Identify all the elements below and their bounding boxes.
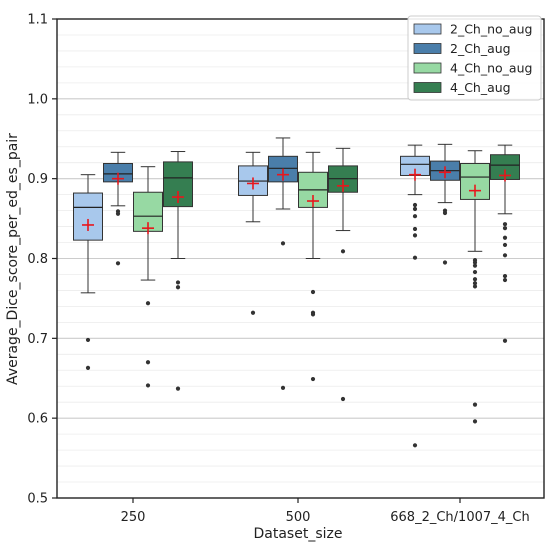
outlier-point — [502, 226, 508, 231]
outlier-point — [145, 360, 151, 365]
outlier-point — [250, 310, 256, 315]
x-tick-label: 668_2_Ch/1007_4_Ch — [390, 510, 529, 525]
outlier-point — [115, 261, 121, 266]
legend-swatch — [413, 23, 442, 35]
outlier-point — [502, 222, 508, 227]
x-tick-label: 500 — [286, 510, 311, 525]
outlier-point — [412, 226, 418, 232]
outlier-point — [472, 281, 478, 286]
outlier-point — [175, 386, 181, 391]
outlier-point — [115, 211, 121, 216]
outlier-point — [472, 284, 478, 289]
legend-swatch — [413, 43, 442, 54]
legend-swatch — [413, 62, 442, 74]
x-axis-ticks: 250 500 668_2_Ch/1007_4_Ch — [121, 498, 530, 525]
outlier-point — [280, 385, 286, 390]
outlier-point — [502, 242, 508, 248]
outlier-point — [412, 206, 418, 212]
outlier-point — [175, 280, 181, 285]
box-4_Ch_no_aug — [133, 166, 163, 388]
legend: 2_Ch_no_aug 2_Ch_aug 4_Ch_no_aug 4_Ch_aug — [407, 15, 542, 101]
legend-swatch — [413, 82, 442, 93]
box-4_Ch_no_aug — [460, 150, 490, 424]
outlier-point — [310, 376, 316, 382]
outlier-point — [472, 263, 478, 268]
y-tick-label: 0.7 — [27, 332, 48, 347]
legend-label: 4_Ch_aug — [450, 80, 511, 95]
box-2_Ch_no_aug — [238, 151, 268, 315]
box-2_Ch_aug — [430, 143, 460, 265]
outlier-point — [412, 443, 418, 448]
outlier-point — [85, 337, 91, 343]
outlier-point — [175, 285, 181, 290]
outlier-point — [472, 269, 478, 275]
boxes-layer — [73, 137, 520, 448]
y-axis-label: Average_Dice_score_per_ed_es_pair — [5, 133, 21, 385]
box-2_Ch_no_aug — [73, 174, 103, 370]
legend-label: 2_Ch_no_aug — [450, 22, 532, 37]
box-2_Ch_aug — [103, 151, 133, 266]
outlier-point — [502, 235, 508, 240]
box-2_Ch_no_aug — [400, 144, 430, 448]
iqr-box — [73, 192, 103, 241]
iqr-box — [490, 154, 520, 180]
x-axis-label: Dataset_size — [254, 526, 343, 542]
outlier-point — [412, 233, 418, 238]
outlier-point — [340, 396, 346, 402]
outlier-point — [412, 202, 418, 208]
outlier-point — [280, 241, 286, 246]
outlier-point — [472, 419, 478, 424]
outlier-point — [502, 277, 508, 283]
y-axis-ticks: 0.5 0.6 0.7 0.8 0.9 1.0 1.1 — [27, 13, 57, 507]
outlier-point — [310, 312, 316, 317]
outlier-point — [472, 277, 478, 282]
y-tick-label: 0.6 — [27, 412, 48, 427]
x-tick-label: 250 — [121, 510, 146, 525]
outlier-point — [502, 273, 508, 279]
y-tick-label: 0.5 — [27, 492, 48, 507]
outlier-point — [472, 402, 478, 407]
y-tick-label: 1.1 — [27, 13, 48, 28]
box-4_Ch_aug — [490, 144, 520, 343]
legend-label: 2_Ch_aug — [450, 41, 511, 56]
box-4_Ch_aug — [328, 147, 358, 402]
y-tick-label: 0.9 — [27, 172, 48, 187]
outlier-point — [502, 338, 508, 343]
outlier-point — [85, 365, 91, 370]
y-tick-label: 1.0 — [27, 92, 48, 107]
outlier-point — [340, 249, 346, 254]
outlier-point — [442, 260, 448, 265]
legend-label: 4_Ch_no_aug — [450, 61, 532, 76]
outlier-point — [412, 255, 418, 260]
box-2_Ch_aug — [268, 137, 298, 390]
outlier-point — [472, 260, 478, 265]
y-tick-label: 0.8 — [27, 252, 48, 267]
outlier-point — [145, 301, 151, 306]
outlier-point — [145, 383, 151, 388]
box-4_Ch_no_aug — [298, 151, 328, 382]
outlier-point — [310, 289, 316, 295]
box-4_Ch_aug — [163, 151, 193, 391]
outlier-point — [502, 253, 508, 258]
outlier-point — [412, 214, 418, 219]
legend-box — [407, 15, 542, 101]
outlier-point — [442, 210, 448, 216]
